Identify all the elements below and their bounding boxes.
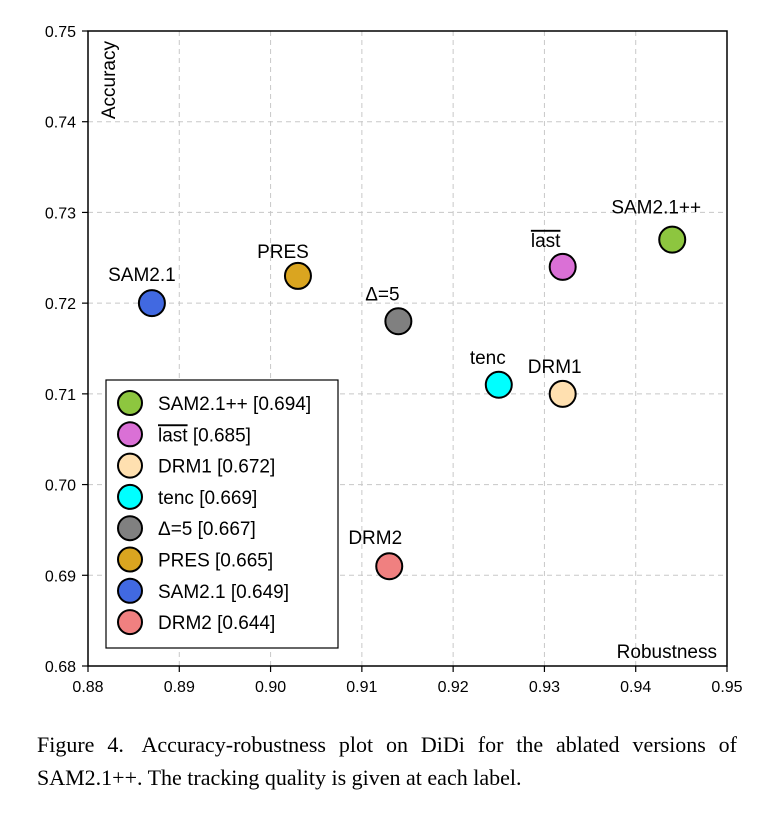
x-axis-label: Robustness — [617, 642, 717, 663]
legend-marker — [117, 390, 143, 416]
y-axis-label: Accuracy — [99, 41, 120, 120]
point-drm2 — [375, 552, 404, 581]
legend-marker — [117, 609, 143, 636]
grid — [88, 31, 727, 666]
point-pres — [283, 261, 312, 290]
figure-number: Figure 4. — [37, 732, 124, 757]
point-label: PRES — [257, 242, 309, 263]
legend-series-name: tenc — [158, 488, 194, 509]
point-label: SAM2.1++ — [611, 198, 701, 219]
legend-marker — [117, 546, 143, 573]
legend-quality: [0.669] — [194, 488, 257, 509]
point-label: tenc — [470, 348, 506, 369]
caption-text: Accuracy-robustness plot on DiDi for the… — [37, 732, 737, 790]
legend-series-name: last — [158, 425, 188, 446]
y-tick-label: 0.69 — [45, 568, 76, 585]
y-tick-label: 0.73 — [45, 205, 76, 222]
y-tick-label: 0.70 — [45, 478, 76, 495]
legend-quality: [0.644] — [212, 613, 275, 634]
legend-marker — [117, 483, 143, 510]
legend-series-name: SAM2.1 — [158, 582, 226, 603]
legend-quality: [0.649] — [226, 582, 289, 603]
x-tick-label: 0.95 — [711, 679, 742, 696]
legend-entry: DRM1 [0.672] — [158, 457, 275, 478]
x-tick-label: 0.88 — [72, 679, 103, 696]
legend-entry: DRM2 [0.644] — [158, 613, 275, 634]
legend-series-name: PRES — [158, 551, 210, 572]
legend-series-name: SAM2.1++ — [158, 394, 248, 415]
point-label: Δ=5 — [365, 284, 399, 305]
legend-quality: [0.667] — [192, 519, 255, 540]
x-tick-label: 0.92 — [438, 679, 469, 696]
legend-series-name: Δ=5 — [158, 519, 192, 540]
point-sam2-1 — [658, 225, 687, 254]
legend-quality: [0.685] — [188, 425, 251, 446]
x-tick-label: 0.91 — [346, 679, 377, 696]
legend-entry: SAM2.1 [0.649] — [158, 582, 289, 603]
legend-box — [105, 379, 339, 649]
figure-caption: Figure 4. Accuracy-robustness plot on Di… — [37, 728, 737, 794]
legend-marker — [117, 515, 143, 542]
point-tenc — [484, 370, 513, 399]
y-tick-label: 0.72 — [45, 296, 76, 313]
legend-series-name: DRM2 — [158, 613, 212, 634]
point-label: last — [531, 231, 561, 252]
legend-quality: [0.665] — [210, 551, 273, 572]
plot-frame — [87, 30, 728, 667]
x-tick-label: 0.93 — [529, 679, 560, 696]
x-tick-label: 0.90 — [255, 679, 286, 696]
legend-entry: tenc [0.669] — [158, 488, 257, 509]
legend-quality: [0.672] — [212, 457, 275, 478]
legend-entry: PRES [0.665] — [158, 551, 273, 572]
legend-series-name: DRM1 — [158, 457, 212, 478]
point-sam2-1 — [137, 289, 166, 318]
point-last — [548, 252, 577, 281]
y-tick-label: 0.68 — [45, 659, 76, 676]
axis-ticks: 0.88 0.89 0.90 0.91 0.92 0.93 0.94 0.95 0.68 0.69… — [45, 24, 743, 696]
point-delta-5 — [384, 307, 413, 336]
legend-marker — [117, 577, 143, 604]
data-points: SAM2.1++ last DRM1 tenc Δ=5 PRES SAM2.1 DRM2 — [108, 198, 701, 581]
y-tick-label: 0.74 — [45, 115, 76, 132]
y-tick-label: 0.71 — [45, 387, 76, 404]
legend-marker — [117, 452, 143, 479]
y-tick-label: 0.75 — [45, 24, 76, 41]
legend-entry: Δ=5 [0.667] — [158, 519, 256, 540]
point-drm1 — [548, 379, 577, 408]
point-label: DRM1 — [528, 357, 582, 378]
x-tick-label: 0.89 — [164, 679, 195, 696]
legend-marker — [117, 421, 143, 448]
accuracy-robustness-chart: 0.88 0.89 0.90 0.91 0.92 0.93 0.94 0.95 0.68 0.69… — [45, 24, 743, 696]
legend-quality: [0.694] — [248, 394, 311, 415]
legend: SAM2.1++ [0.694] last [0.685] DRM1 [0.672]… — [105, 379, 339, 649]
legend-entry: SAM2.1++ [0.694] — [158, 394, 311, 415]
x-tick-label: 0.94 — [620, 679, 651, 696]
point-label: DRM2 — [348, 528, 402, 549]
legend-entry: last [0.685] — [158, 425, 251, 446]
point-label: SAM2.1 — [108, 265, 176, 286]
